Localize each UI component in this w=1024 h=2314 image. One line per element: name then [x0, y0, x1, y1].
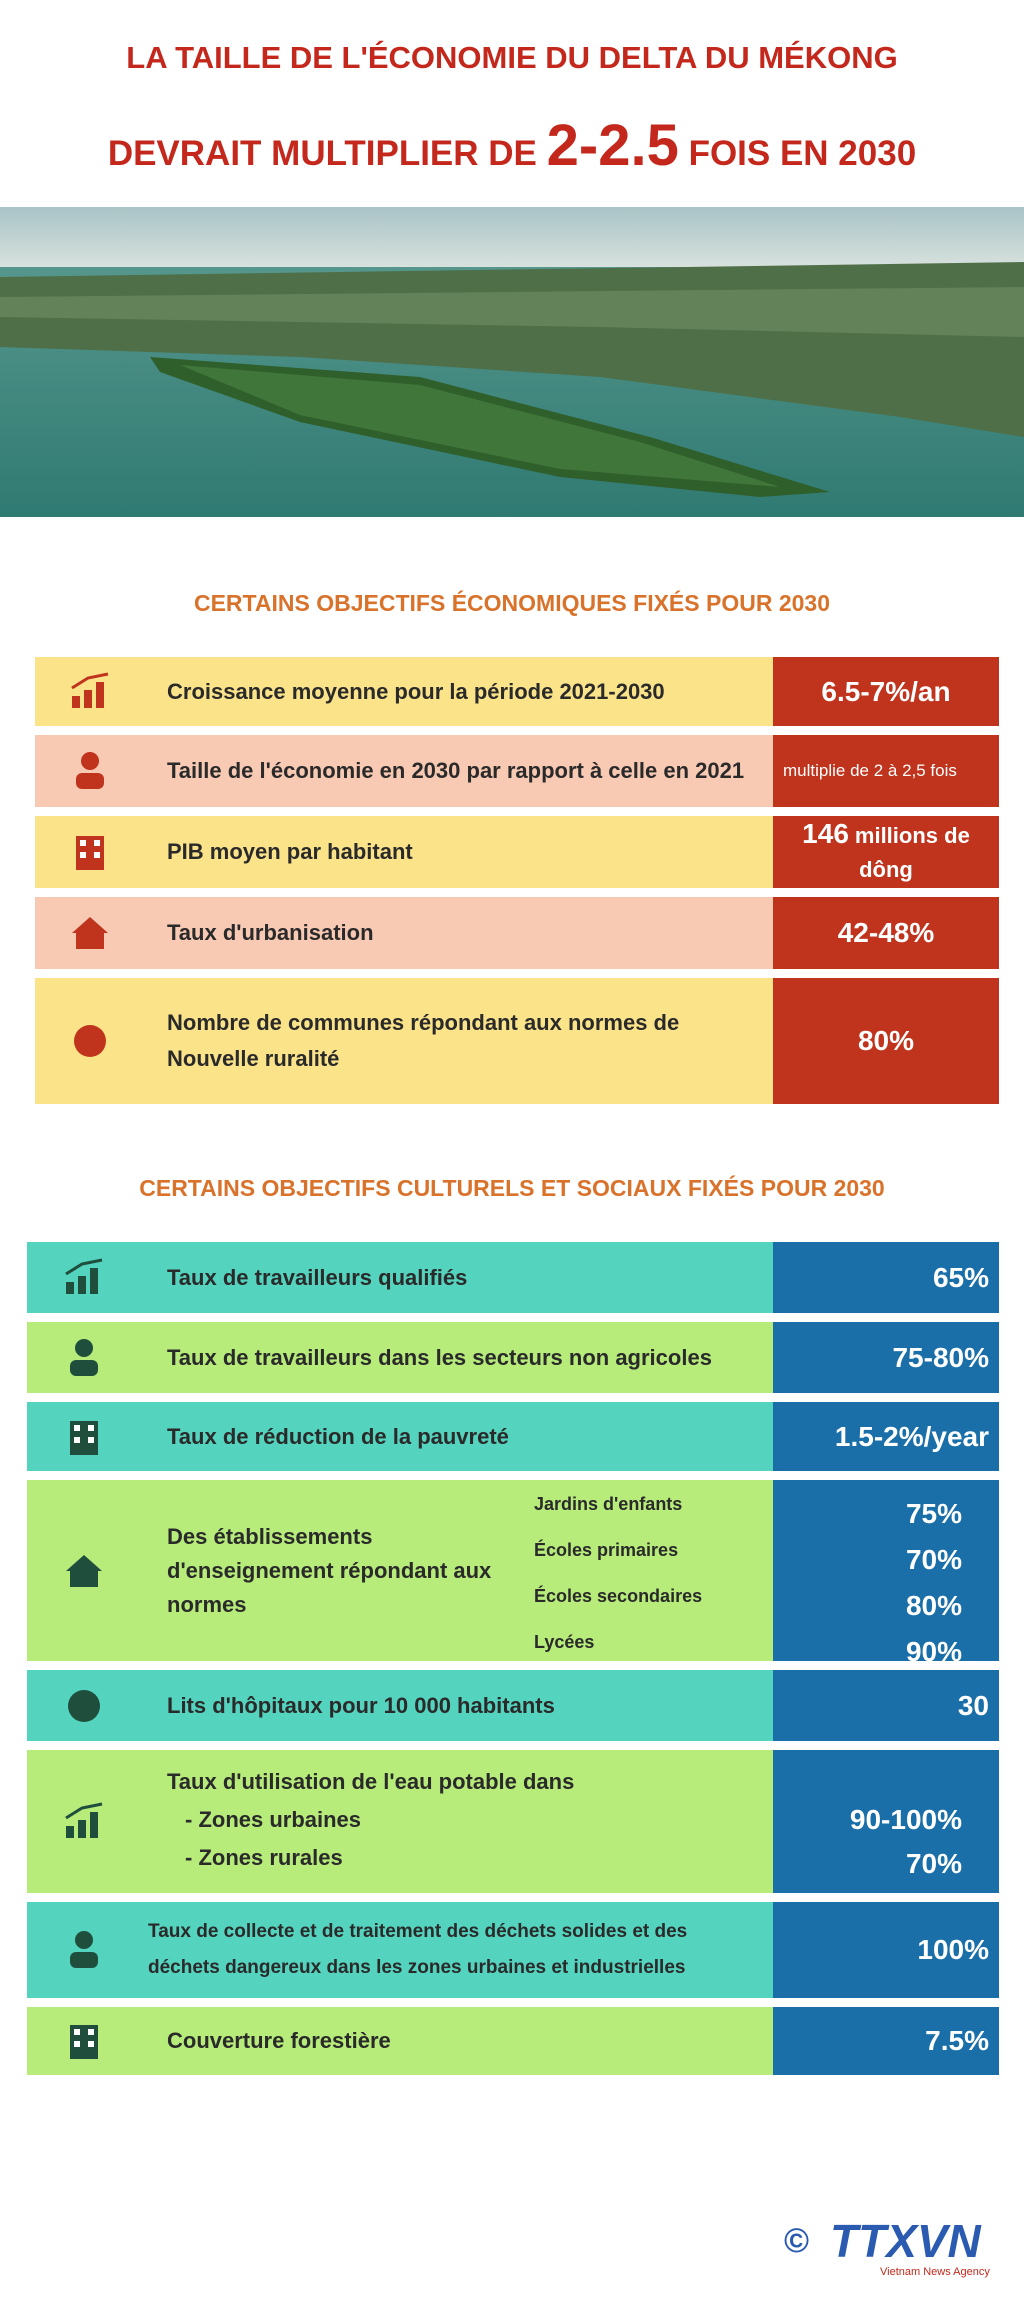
- row-value: 6.5-7%/an: [821, 675, 951, 707]
- sub-label: Lycées: [534, 1632, 595, 1652]
- row-left: [35, 735, 773, 807]
- row-left: [27, 1480, 773, 1661]
- row-left: [27, 1670, 773, 1741]
- row-value: 1.5-2%/year: [834, 1420, 989, 1452]
- agency: Vietnam News Agency: [880, 2266, 990, 2278]
- logo: TTXVN: [830, 2215, 981, 2267]
- row-value: 42-48%: [837, 917, 935, 948]
- delta-photo: [0, 207, 1024, 517]
- row-icon: [76, 836, 104, 870]
- value-line: 146 millions de dông: [783, 818, 989, 886]
- row-right: [773, 1242, 999, 1313]
- row-left: [27, 1242, 773, 1313]
- row-right: [773, 1322, 999, 1393]
- row-right: [773, 816, 999, 888]
- row-value: 30: [957, 1689, 989, 1721]
- row-icon: [65, 1258, 103, 1294]
- row-label: Croissance moyenne pour la période 2021-…: [167, 678, 665, 704]
- row-value: 75-80%: [892, 1341, 989, 1373]
- sub-label: Jardins d'enfants: [534, 1494, 683, 1514]
- sub-value: 70%: [905, 1544, 962, 1575]
- row-icon: [71, 672, 109, 708]
- row-left: [27, 1902, 773, 1998]
- row-value: 80%: [857, 1025, 915, 1056]
- value-number: 146: [802, 818, 849, 849]
- economic-heading: CERTAINS OBJECTIFS ÉCONOMIQUES FIXÉS POU…: [193, 590, 831, 616]
- row-right: [773, 1402, 999, 1471]
- row-icon: [70, 1338, 98, 1376]
- row-label: Taux de travailleurs dans les secteurs n…: [167, 1344, 712, 1370]
- row-value: 146 millions de dông: [783, 816, 989, 888]
- row-label: Taux de collecte et de traitement des dé…: [148, 1921, 688, 1978]
- copyright: ©: [784, 2222, 810, 2260]
- row-right: [773, 978, 999, 1104]
- sub-label: - Zones rurales: [185, 1845, 343, 1870]
- row-label: Taille de l'économie en 2030 par rapport…: [167, 758, 745, 783]
- row-left: [27, 1322, 773, 1393]
- row-left: [27, 2007, 773, 2075]
- sub-value: 90%: [905, 1636, 962, 1667]
- row-icon: [76, 752, 104, 789]
- row-icon: [68, 1689, 100, 1722]
- row-icon: [70, 2025, 98, 2059]
- row-right: [773, 897, 999, 969]
- row-icon: [65, 1802, 103, 1838]
- row-right: [773, 2007, 999, 2075]
- row-value: 100%: [917, 1934, 989, 1965]
- row-right: [773, 1670, 999, 1741]
- row-right: [773, 735, 999, 807]
- title-prefix: DEVRAIT MULTIPLIER DE: [107, 134, 537, 173]
- row-left: [35, 657, 773, 726]
- row-label: Lits d'hôpitaux pour 10 000 habitants: [167, 1692, 555, 1718]
- row-icon: [72, 917, 108, 949]
- title-line-2: DEVRAIT MULTIPLIER DE 2-2.5 FOIS EN 2030: [0, 112, 1024, 179]
- social-heading: CERTAINS OBJECTIFS CULTURELS ET SOCIAUX …: [139, 1175, 885, 1201]
- sub-label: Écoles primaires: [534, 1540, 679, 1560]
- title-highlight: 2-2.5: [546, 113, 679, 178]
- row-icon: [66, 1554, 102, 1587]
- row-value: 7.5%: [925, 2025, 989, 2056]
- sub-value: 75%: [905, 1498, 962, 1529]
- sub-value: 70%: [905, 1848, 962, 1879]
- row-right: [773, 657, 999, 726]
- row-value: multiplie de 2 à 2,5 fois: [783, 761, 957, 780]
- row-icon: [70, 1931, 98, 1968]
- sub-label: - Zones urbaines: [185, 1807, 362, 1832]
- row-label: Des établissements d'enseignement répond…: [167, 1523, 492, 1617]
- row-label: Couverture forestière: [167, 2028, 391, 2053]
- value-unit: millions de dông: [854, 823, 970, 882]
- row-label: Taux d'utilisation de l'eau potable dans: [167, 1769, 575, 1794]
- title-suffix: FOIS EN 2030: [688, 134, 917, 173]
- row-label: Taux de réduction de la pauvreté: [167, 1423, 509, 1449]
- row-label: PIB moyen par habitant: [167, 839, 413, 864]
- row-value: 65%: [932, 1261, 989, 1293]
- row-left: [35, 978, 773, 1104]
- row-left: [35, 816, 773, 888]
- row-label: Taux d'urbanisation: [167, 920, 374, 945]
- row-label: Nombre de communes répondant aux normes …: [167, 1010, 680, 1071]
- row-right: [773, 1750, 999, 1893]
- title-line-1: LA TAILLE DE L'ÉCONOMIE DU DELTA DU MÉKO…: [126, 40, 898, 75]
- row-left: [27, 1402, 773, 1471]
- sub-label: Écoles secondaires: [534, 1586, 703, 1606]
- row-right: [773, 1480, 999, 1661]
- row-left: [27, 1750, 773, 1893]
- row-left: [35, 897, 773, 969]
- row-label: Taux de travailleurs qualifiés: [167, 1264, 468, 1290]
- row-right: [773, 1902, 999, 1998]
- sub-value: 90-100%: [849, 1804, 962, 1835]
- sub-value: 80%: [905, 1590, 962, 1621]
- row-icon: [70, 1420, 98, 1455]
- row-icon: [74, 1025, 106, 1057]
